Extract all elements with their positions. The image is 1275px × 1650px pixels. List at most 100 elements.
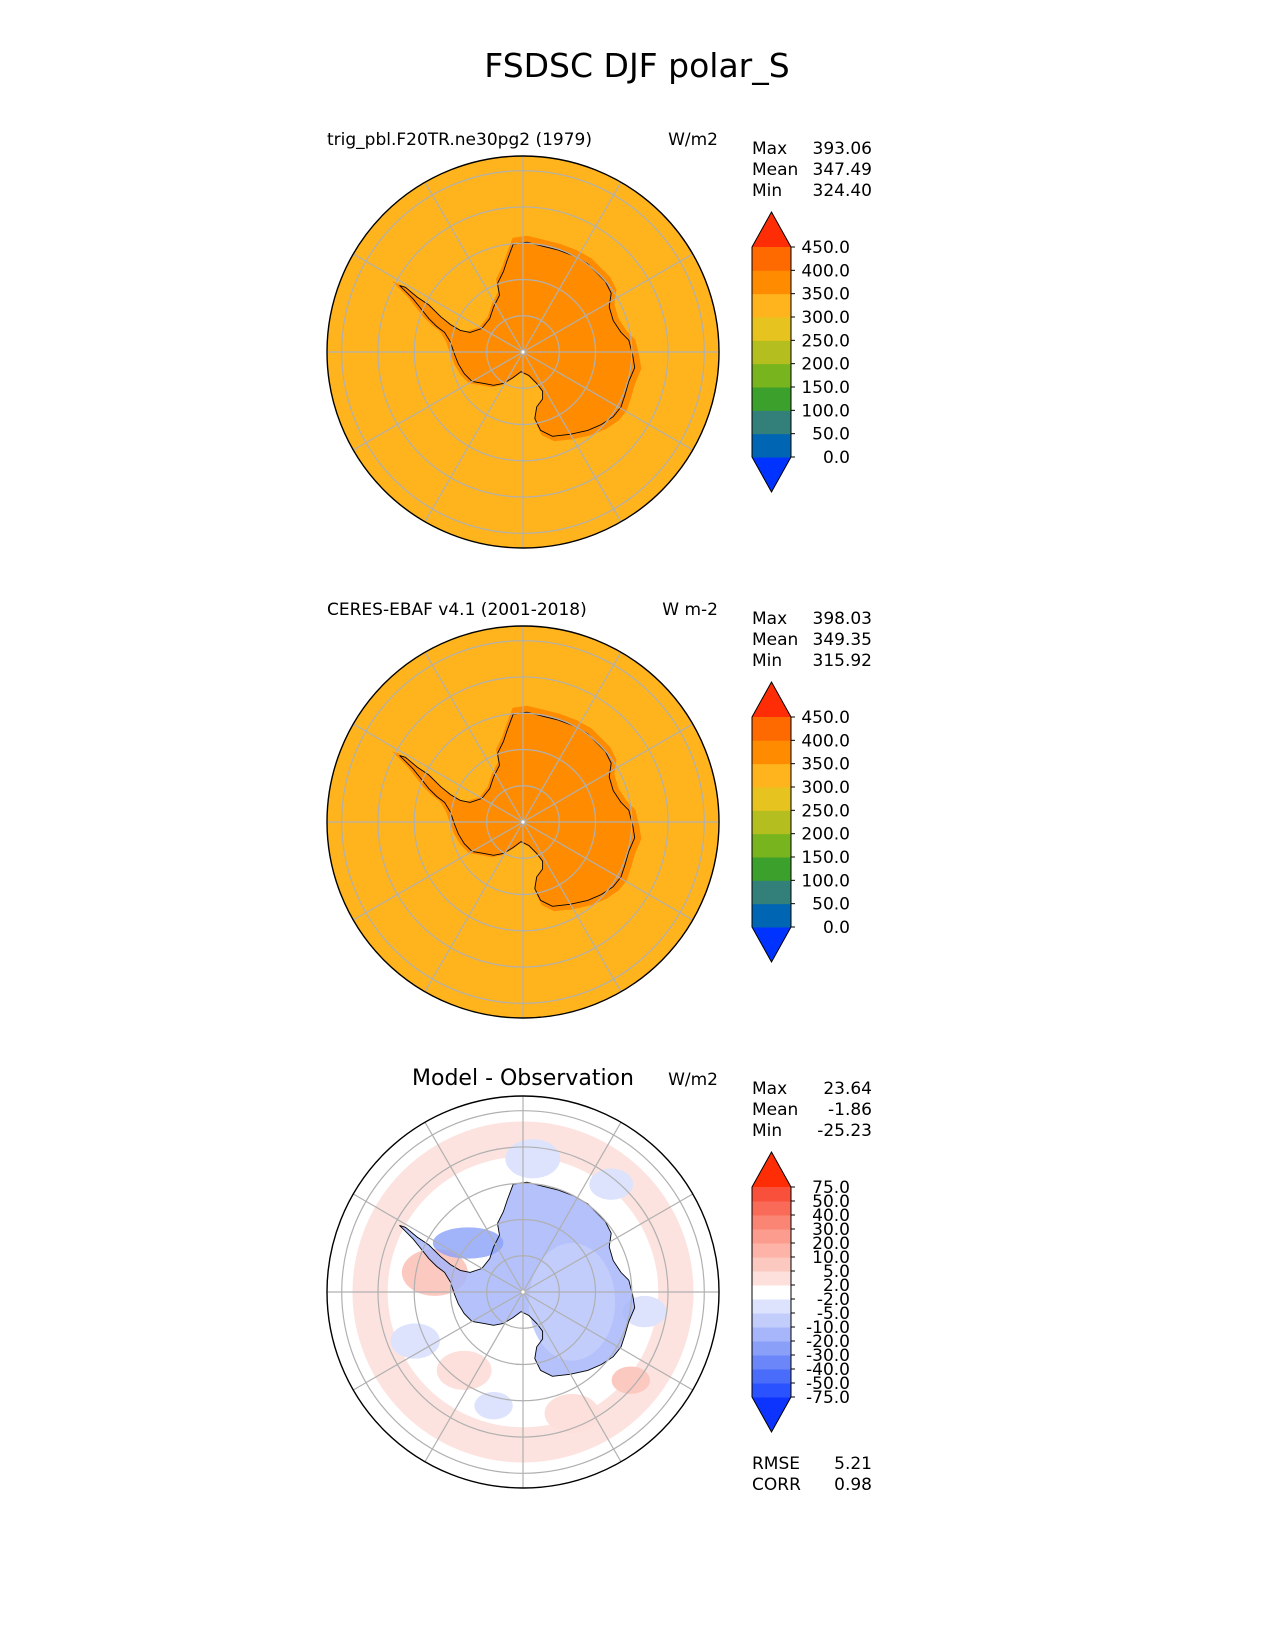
- stat-value-mean: 349.35: [813, 630, 872, 650]
- colorbar-tick-label: 40.0: [812, 1206, 850, 1226]
- stat-value-corr: 0.98: [834, 1475, 872, 1495]
- colorbar-tick-label: 150.0: [801, 848, 850, 868]
- polar-map: [327, 626, 719, 1018]
- colorbar-tick-label: 2.0: [823, 1276, 850, 1296]
- graticule: [327, 156, 719, 548]
- colorbar-segment-6: [752, 787, 791, 811]
- meridian-150: [352, 351, 524, 451]
- meridian-120: [424, 351, 524, 523]
- colorbar: 0.0 50.0 100.0 150.0 200.0 250.0 300.0 350.0 400…: [751, 210, 850, 494]
- colorbar-tick-label: 400.0: [801, 261, 850, 281]
- colorbar-extend-max: [752, 682, 791, 717]
- colorbar-tick-label: -10.0: [806, 1318, 850, 1338]
- colorbar-tick-label: -20.0: [806, 1332, 850, 1352]
- figure-title: FSDSC DJF polar_S: [484, 46, 789, 85]
- colorbar-tick-label: 50.0: [812, 425, 850, 445]
- pole-dot: [521, 350, 525, 354]
- colorbar-tick-label: 450.0: [801, 238, 850, 258]
- stat-label-max: Max: [752, 1079, 787, 1099]
- colorbar-segment-7: [752, 763, 791, 788]
- meridian-240: [424, 651, 524, 823]
- colorbar-segment-8: [752, 1285, 791, 1300]
- panel-2: CERES-EBAF v4.1 (2001-2018) W m-2 Max 398.0…: [326, 600, 872, 1019]
- antarctica-coastline: [399, 711, 636, 907]
- colorbar-tick-label: 0.0: [823, 448, 850, 468]
- colorbar-segment-2: [752, 410, 791, 435]
- meridian-120: [424, 821, 524, 993]
- colorbar-segment-5: [752, 340, 791, 365]
- panel-left-title: CERES-EBAF v4.1 (2001-2018): [327, 600, 587, 620]
- meridian-330: [522, 723, 694, 823]
- colorbar-segment-4: [752, 833, 791, 858]
- colorbar-tick-label: -75.0: [806, 1388, 850, 1408]
- panel-units: W/m2: [668, 130, 718, 150]
- colorbar-segment-11: [752, 1243, 791, 1258]
- colorbar-segment-1: [752, 903, 791, 928]
- stat-value-min: 315.92: [813, 651, 872, 671]
- colorbar-segment-5: [752, 1327, 791, 1342]
- map-boundary: [326, 1095, 720, 1489]
- map-boundary: [326, 625, 720, 1019]
- meridian-210: [352, 723, 524, 823]
- stat-label-min: Min: [752, 181, 782, 201]
- colorbar-tick-label: 250.0: [801, 801, 850, 821]
- colorbar-segment-12: [752, 1229, 791, 1244]
- diff-patch-6: [505, 1139, 561, 1179]
- meridian-300: [522, 1121, 622, 1293]
- meridian-330: [522, 253, 694, 353]
- colorbar-segment-8: [752, 740, 791, 765]
- colorbar-segment-2: [752, 1369, 791, 1384]
- meridian-30: [522, 351, 694, 451]
- stat-label-rmse: RMSE: [752, 1454, 800, 1474]
- colorbar: 0.0 50.0 100.0 150.0 200.0 250.0 300.0 350.0 400…: [751, 680, 850, 964]
- meridian-60: [522, 351, 622, 523]
- colorbar-tick-label: 50.0: [812, 1192, 850, 1212]
- panel-left-title: trig_pbl.F20TR.ne30pg2 (1979): [327, 130, 592, 150]
- stat-label-mean: Mean: [752, 160, 798, 180]
- colorbar-tick-label: 30.0: [812, 1220, 850, 1240]
- colorbar-tick-label: 20.0: [812, 1234, 850, 1254]
- colorbar-extend-min: [752, 927, 791, 962]
- colorbar-segment-1: [752, 1383, 791, 1398]
- meridian-300: [522, 181, 622, 353]
- colorbar-segment-9: [752, 247, 791, 271]
- colorbar-segment-7: [752, 293, 791, 318]
- pole-dot: [521, 1290, 525, 1294]
- stat-value-rmse: 5.21: [834, 1454, 872, 1474]
- stat-label-max: Max: [752, 609, 787, 629]
- colorbar-segment-10: [752, 1257, 791, 1272]
- polar-map: [327, 156, 719, 548]
- colorbar-tick-label: -2.0: [817, 1290, 850, 1310]
- colorbar-segment-9: [752, 717, 791, 741]
- colorbar-segment-15: [752, 1187, 791, 1202]
- meridian-210: [352, 1193, 524, 1293]
- colorbar-tick-label: 250.0: [801, 331, 850, 351]
- colorbar-tick-label: 50.0: [812, 895, 850, 915]
- meridian-60: [522, 821, 622, 993]
- panel-3: Model - Observation W/m2 Max 23.64 Mean -1.86…: [326, 1066, 872, 1495]
- colorbar-tick-label: -50.0: [806, 1374, 850, 1394]
- antarctica-coastline: [399, 241, 636, 437]
- antarctica-coastline: [399, 1181, 636, 1377]
- stat-value-mean: 347.49: [813, 160, 872, 180]
- stat-label-corr: CORR: [752, 1475, 801, 1495]
- stat-value-max: 393.06: [813, 139, 872, 159]
- meridian-210: [352, 253, 524, 353]
- diff-patch-5: [611, 1366, 651, 1394]
- colorbar-tick-label: 100.0: [801, 871, 850, 891]
- colorbar-segment-3: [752, 1355, 791, 1370]
- colorbar-tick-label: -5.0: [817, 1304, 850, 1324]
- panel-center-title: Model - Observation: [412, 1066, 634, 1091]
- graticule: [327, 626, 719, 1018]
- meridian-30: [522, 1291, 694, 1391]
- meridian-60: [522, 1291, 622, 1463]
- stat-value-min: -25.23: [817, 1121, 872, 1141]
- colorbar-segment-3: [752, 387, 791, 411]
- colorbar-segment-6: [752, 1313, 791, 1328]
- land-anomaly-interior: [528, 1243, 616, 1361]
- diff-patch-7: [390, 1323, 440, 1359]
- meridian-330: [522, 1193, 694, 1293]
- colorbar-tick-label: 0.0: [823, 918, 850, 938]
- meridian-300: [522, 651, 622, 823]
